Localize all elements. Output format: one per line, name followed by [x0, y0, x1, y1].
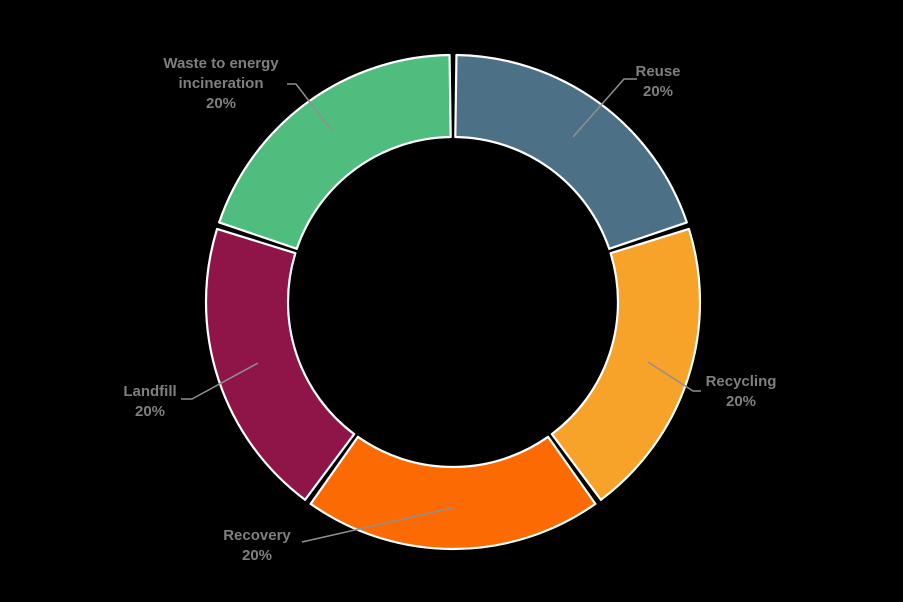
leader-line-recycling	[647, 361, 701, 392]
slice-label-recycling: Recycling 20%	[706, 373, 777, 410]
leader-line-recovery	[301, 507, 453, 543]
slice-label-waste-to-energy-incineration: Waste to energy incineration 20%	[163, 55, 279, 112]
slice-label-recovery: Recovery 20%	[223, 527, 291, 564]
slice-label-landfill: Landfill 20%	[123, 383, 176, 420]
leader-line-reuse	[572, 78, 637, 138]
pie-slice-waste-to-energy-incineration[interactable]	[218, 53, 452, 250]
pie-slice-reuse[interactable]	[454, 53, 688, 250]
pie-slice-landfill[interactable]	[204, 227, 356, 501]
leader-line-landfill	[181, 362, 259, 400]
leader-line-waste-to-energy-incineration	[287, 83, 333, 132]
pie-slice-recycling[interactable]	[550, 227, 702, 501]
slice-label-reuse: Reuse 20%	[635, 63, 680, 100]
pie-slice-recovery[interactable]	[309, 435, 597, 551]
